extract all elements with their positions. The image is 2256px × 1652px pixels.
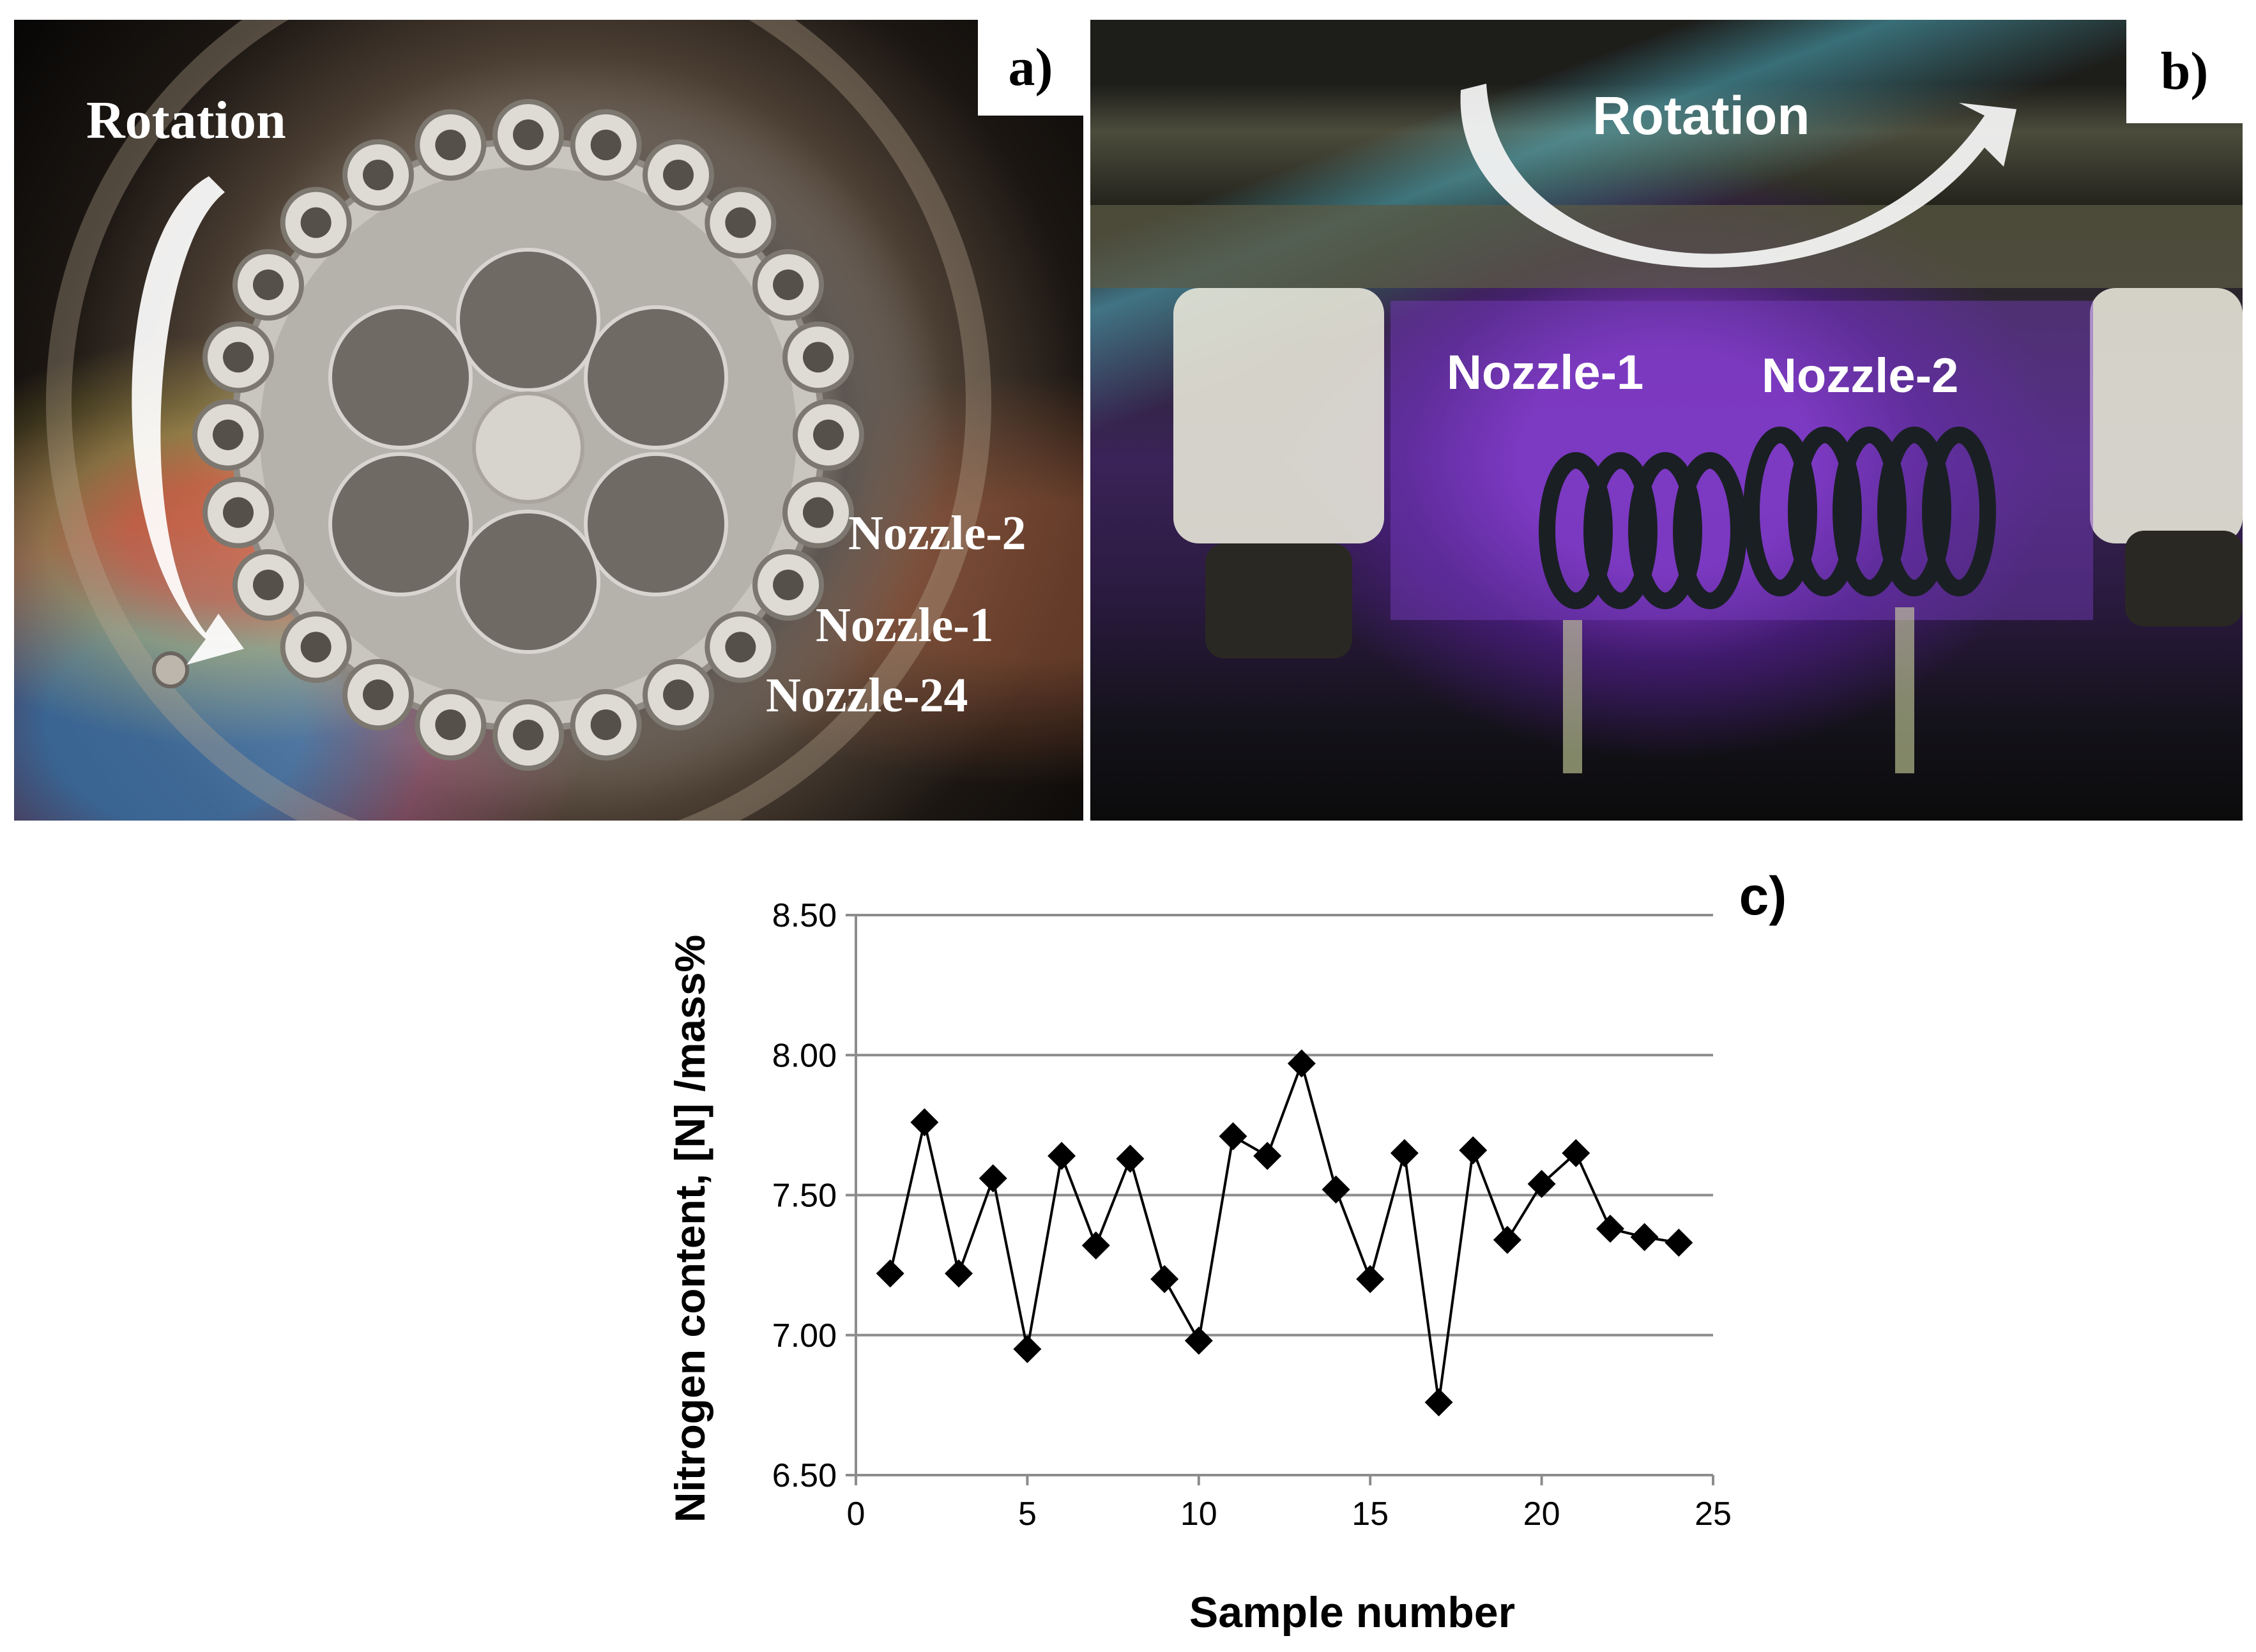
data-point-diamond [1596, 1215, 1624, 1243]
nozzle-24-label-a: Nozzle-24 [766, 669, 968, 722]
photo-nozzle-side-plasma [1090, 20, 2243, 821]
panel-b-tag: b) [2126, 20, 2243, 123]
nozzle-bore [300, 207, 332, 238]
nozzle-bore [802, 497, 834, 528]
x-tick-label: 0 [847, 1496, 865, 1533]
y-tick-label: 8.50 [772, 897, 837, 934]
data-point-diamond [1322, 1175, 1350, 1204]
data-point-diamond [1253, 1142, 1282, 1171]
data-point-diamond [1665, 1229, 1693, 1257]
data-point-diamond [1527, 1169, 1556, 1198]
y-tick-label: 8.00 [772, 1037, 837, 1074]
nozzle-bore [663, 159, 694, 190]
data-point-diamond [1424, 1388, 1453, 1416]
data-point-diamond [945, 1259, 973, 1288]
nozzle-bore [252, 570, 284, 600]
carousel-illustration [46, 20, 991, 821]
nozzle-2-label-b: Nozzle-2 [1762, 349, 1959, 403]
series-line [888, 1059, 1679, 1403]
y-tick-label: 7.50 [772, 1178, 837, 1215]
nozzle-bore [590, 130, 621, 161]
nozzle-1-label-a: Nozzle-1 [816, 598, 994, 652]
nozzle-bore [725, 632, 756, 663]
nozzle-bore [223, 342, 254, 373]
nozzle-bore [513, 720, 544, 750]
data-point-diamond [1150, 1265, 1179, 1294]
nozzle-1-label-b: Nozzle-1 [1447, 345, 1644, 400]
data-point-diamond [979, 1164, 1007, 1193]
x-tick-label: 5 [1018, 1496, 1037, 1533]
data-point-diamond [1287, 1049, 1316, 1078]
nozzle-bore [223, 497, 254, 528]
data-point-diamond [1356, 1265, 1385, 1294]
data-point-diamond [1219, 1122, 1247, 1151]
side-view-illustration [1090, 84, 2243, 773]
nozzle-bore [363, 679, 393, 711]
panel-a-tag: a) [978, 20, 1083, 116]
rotation-label-a: Rotation [86, 91, 286, 150]
y-tick-label: 6.50 [772, 1457, 837, 1494]
x-tick-label: 20 [1523, 1496, 1560, 1533]
data-point-diamond [1459, 1136, 1488, 1165]
panel-c-tag: c) [1725, 861, 1801, 931]
x-axis-label: Sample number [1189, 1588, 1515, 1637]
x-tick-label: 10 [1180, 1496, 1217, 1533]
photo-nozzle-carousel-top [14, 20, 1083, 821]
nozzle-bore [435, 130, 466, 161]
nozzle-bore [773, 269, 804, 300]
y-axis-label: Nitrogen content, [N] /mass% [666, 935, 713, 1522]
data-point-diamond [1081, 1231, 1110, 1260]
data-point-diamond [1390, 1139, 1419, 1167]
nozzle-bore [725, 207, 756, 238]
x-tick-label: 25 [1695, 1496, 1732, 1533]
nozzle-bore [213, 420, 243, 450]
nozzle-bore [513, 119, 544, 150]
data-point-diamond [1184, 1326, 1213, 1355]
data-point-diamond [876, 1259, 904, 1288]
nozzle-bore [590, 709, 621, 740]
y-tick-label: 7.00 [772, 1317, 837, 1354]
nozzle-bore [663, 679, 694, 711]
data-point-diamond [1013, 1335, 1042, 1363]
nozzle-bore [435, 709, 466, 740]
data-point-diamond [910, 1108, 939, 1137]
data-point-diamond [1116, 1144, 1145, 1173]
x-tick-label: 15 [1352, 1496, 1389, 1533]
nozzle-bore [363, 159, 393, 190]
data-point-diamond [1562, 1139, 1590, 1167]
nozzle-bore [300, 632, 332, 663]
nozzle-2-label-a: Nozzle-2 [848, 506, 1026, 560]
data-point-diamond [1630, 1223, 1659, 1252]
nozzle-bore [813, 420, 844, 450]
nozzle-bore [773, 570, 804, 600]
nozzle-bore [802, 342, 834, 373]
data-point-diamond [1493, 1225, 1521, 1254]
rotation-label-b: Rotation [1592, 86, 1810, 146]
nozzle-bore [252, 269, 284, 300]
data-point-diamond [1048, 1142, 1076, 1171]
